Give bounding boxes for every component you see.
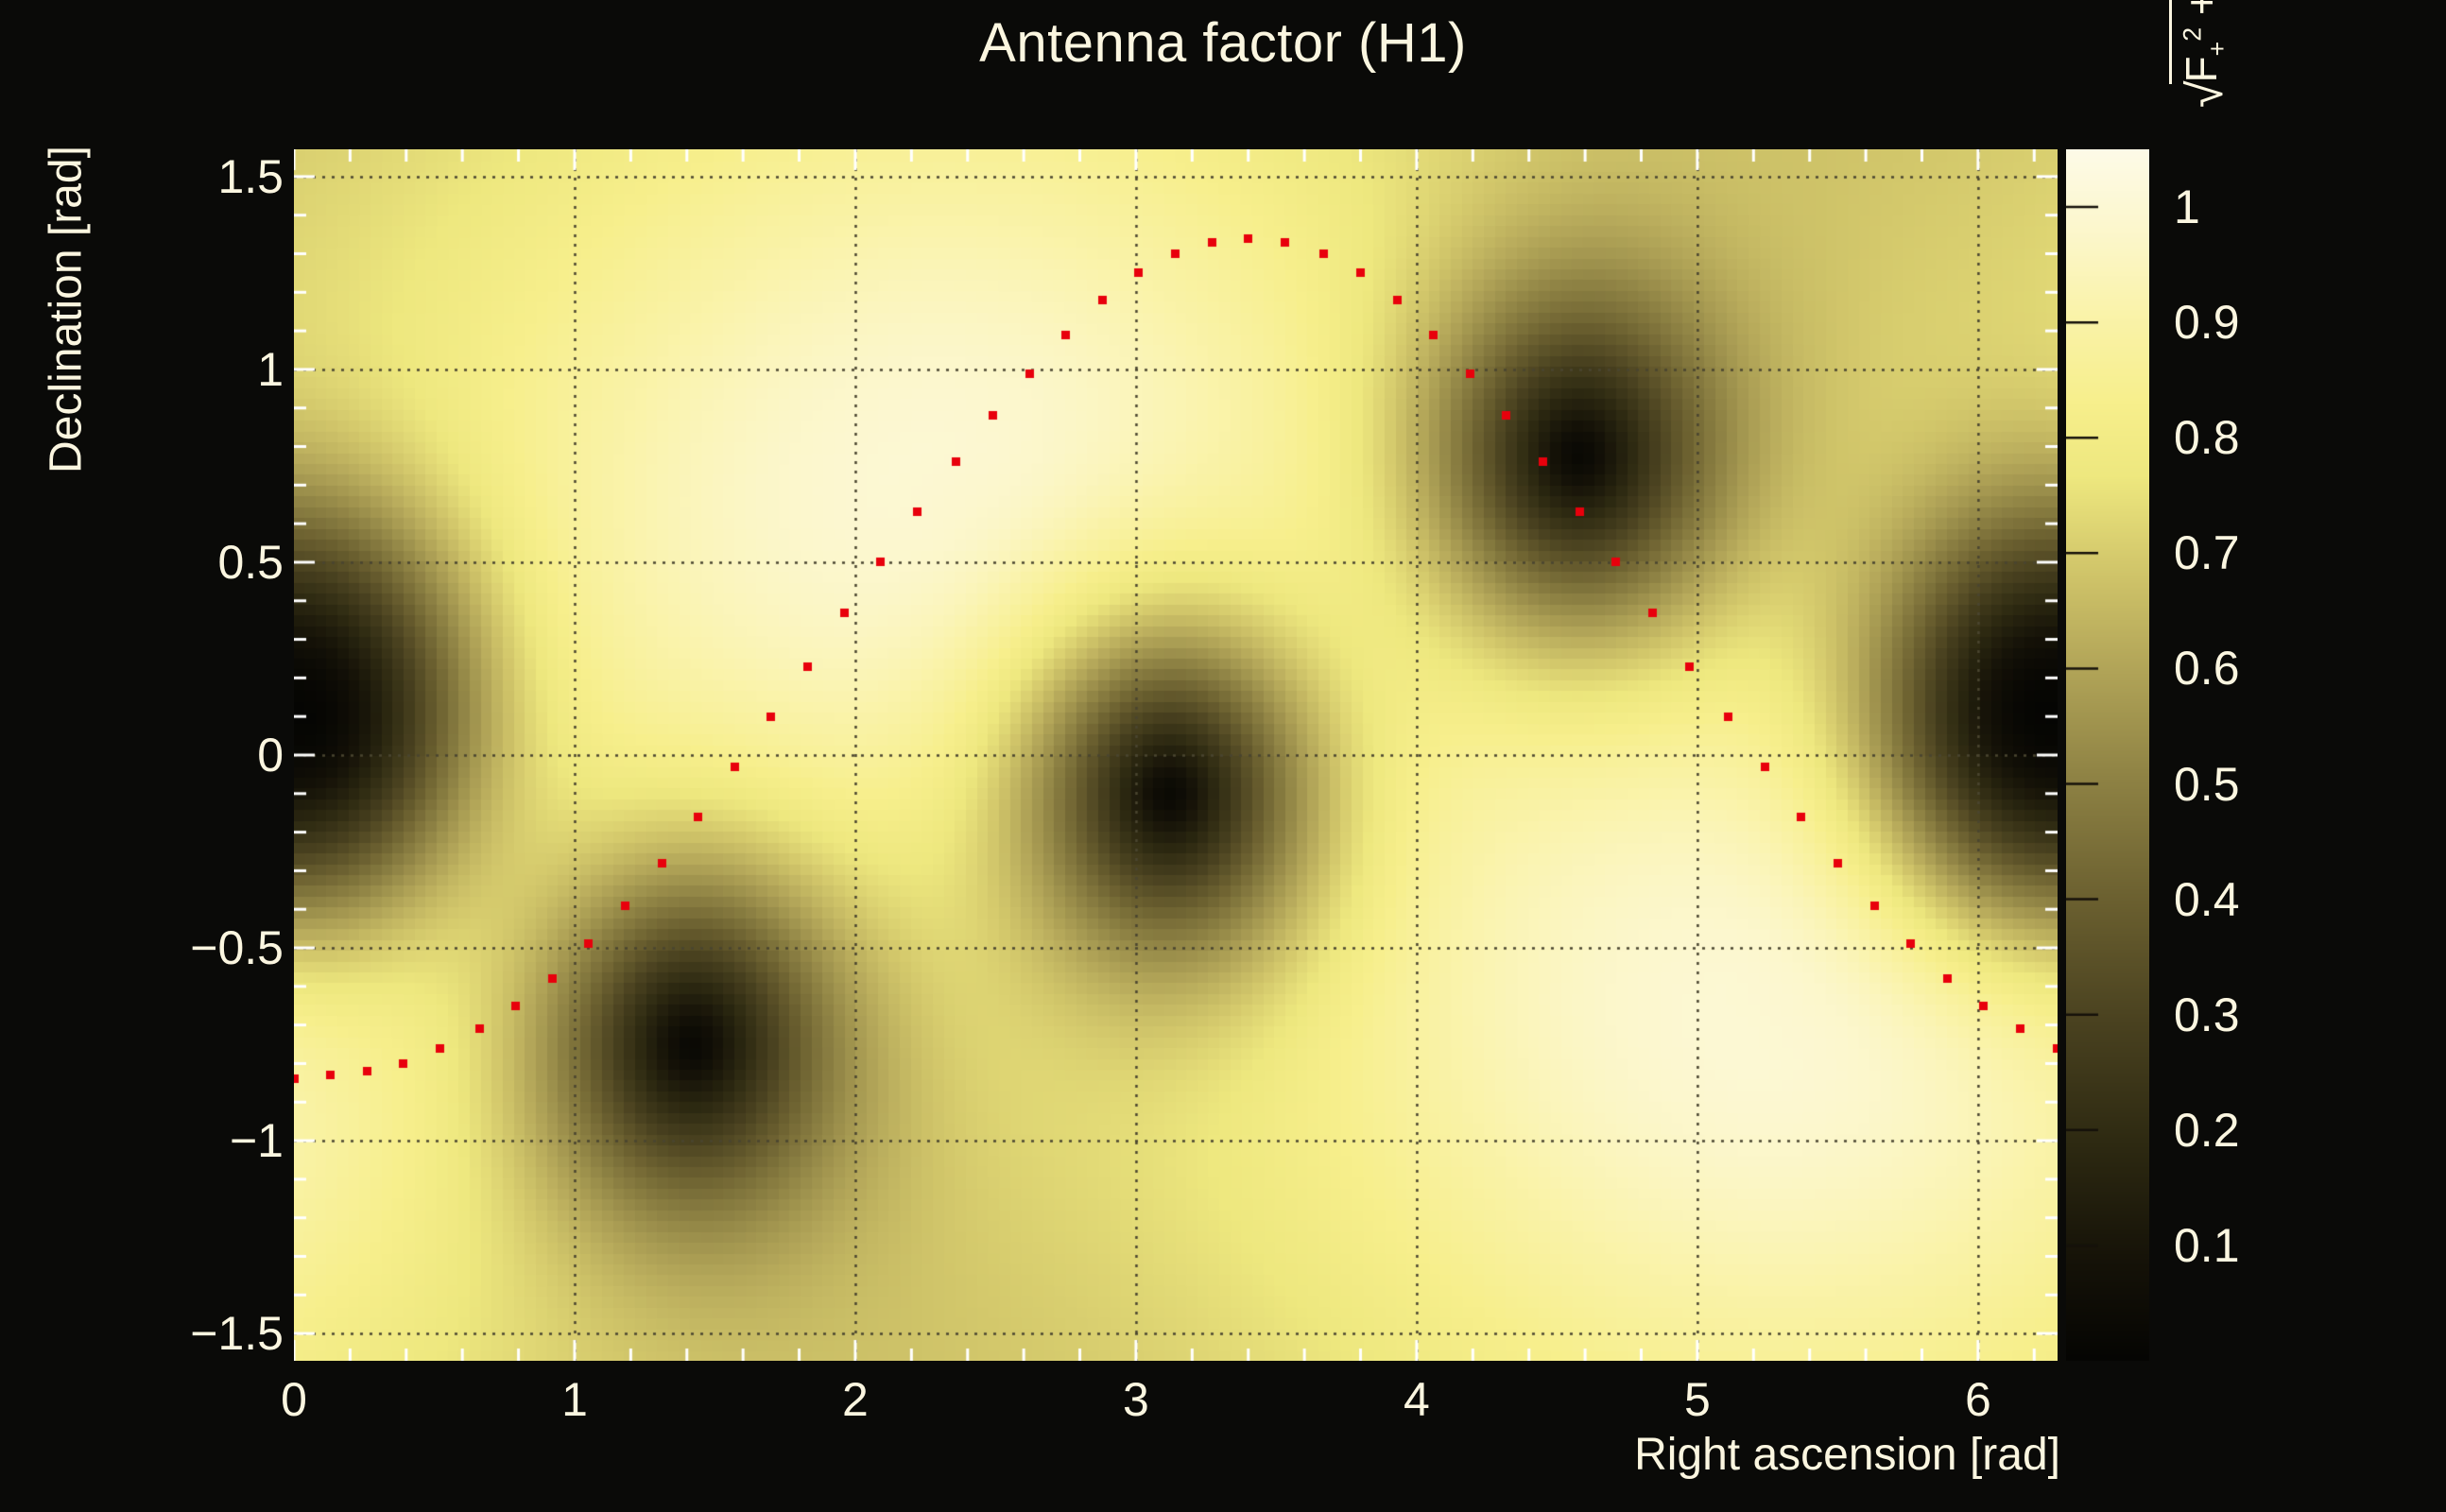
colorbar[interactable] <box>2066 149 2149 1361</box>
y-tick-label: 0.5 <box>217 535 284 589</box>
x-tick-label: 2 <box>842 1373 869 1426</box>
colorbar-tick-label: 0.5 <box>2174 757 2240 811</box>
colorbar-tick-label: 0.1 <box>2174 1218 2240 1272</box>
y-tick-label: −1 <box>229 1114 284 1168</box>
x-tick-label: 6 <box>1964 1373 1991 1426</box>
antenna-factor-heatmap <box>294 149 2058 1361</box>
x-tick-label: 0 <box>281 1373 307 1426</box>
y-tick-label: 0 <box>257 729 284 782</box>
y-axis-title: Declination [rad] <box>41 146 92 473</box>
colorbar-tick-label: 1 <box>2174 180 2200 234</box>
x-tick-label: 5 <box>1684 1373 1711 1426</box>
f-plus-sup: 2 <box>2178 26 2207 42</box>
colorbar-tick-label: 0.7 <box>2174 526 2240 580</box>
colorbar-tick-label: 0.9 <box>2174 296 2240 350</box>
plus-operator-glyph: + <box>2177 0 2226 16</box>
y-tick-label: 1 <box>257 342 284 396</box>
colorbar-tick-label: 0.4 <box>2174 872 2240 926</box>
sqrt-radicand: F+2 + F×2 <box>2169 0 2231 85</box>
y-tick-label: 1.5 <box>217 149 284 203</box>
sqrt-expression: √F+2 + F×2 <box>2169 0 2233 113</box>
x-tick-label: 1 <box>561 1373 588 1426</box>
f-plus-sub: + <box>2203 41 2232 57</box>
page-title: Antenna factor (H1) <box>979 12 1467 74</box>
y-tick-label: −1.5 <box>190 1307 284 1361</box>
colorbar-title: √F+2 + F×2 <box>2169 0 2233 113</box>
heatmap-plot-area[interactable] <box>294 149 2058 1361</box>
radical-icon: √ <box>2179 80 2233 108</box>
colorbar-tick-label: 0.8 <box>2174 411 2240 465</box>
colorbar-tick-label: 0.2 <box>2174 1103 2240 1157</box>
x-axis-title: Right ascension [rad] <box>1634 1430 2060 1480</box>
y-tick-label: −0.5 <box>190 921 284 975</box>
colorbar-tick-label: 0.3 <box>2174 988 2240 1041</box>
colorbar-tick-label: 0.6 <box>2174 642 2240 696</box>
x-tick-label: 4 <box>1404 1373 1430 1426</box>
x-tick-label: 3 <box>1123 1373 1149 1426</box>
f-plus-base: F <box>2177 56 2226 83</box>
colorbar-gradient <box>2066 149 2149 1361</box>
plus-operator <box>2177 15 2226 27</box>
